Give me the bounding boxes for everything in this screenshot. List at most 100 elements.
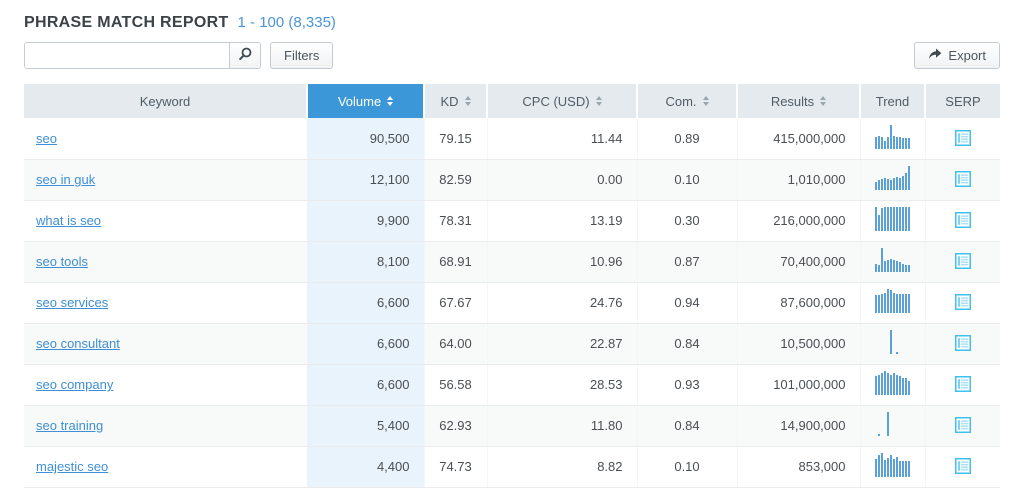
serp-cell xyxy=(924,282,1000,324)
keyword-link[interactable]: seo services xyxy=(36,295,109,310)
cpc-cell: 24.76 xyxy=(486,282,637,324)
column-header-cpc[interactable]: CPC (USD) xyxy=(486,84,637,118)
filters-button[interactable]: Filters xyxy=(270,41,334,69)
com-cell: 0.84 xyxy=(636,323,737,365)
table-row: seo services 6,600 67.67 24.76 0.94 87,600,00… xyxy=(24,282,1000,324)
results-cell: 14,900,000 xyxy=(736,405,860,447)
trend-cell xyxy=(859,405,925,447)
table-row: seo in guk 12,100 82.59 0.00 0.10 1,010,000 xyxy=(24,159,1000,201)
keyword-link[interactable]: what is seo xyxy=(36,213,102,228)
trend-sparkline xyxy=(875,248,910,272)
com-cell: 0.84 xyxy=(636,405,737,447)
export-button[interactable]: Export xyxy=(914,41,1000,69)
result-range-count: 1 - 100 (8,335) xyxy=(237,14,336,31)
serp-icon[interactable] xyxy=(953,251,973,271)
sort-arrows-icon xyxy=(702,96,709,106)
keyword-table: Keyword Volume KD CPC (USD) Com. Results Trend… xyxy=(24,84,1000,488)
serp-icon[interactable] xyxy=(953,374,973,394)
serp-icon[interactable] xyxy=(953,169,973,189)
table-row: majestic seo 4,400 74.73 8.82 0.10 853,000 xyxy=(24,446,1000,488)
cpc-cell: 28.53 xyxy=(486,364,637,406)
column-label: Volume xyxy=(337,93,382,109)
table-row: seo consultant 6,600 64.00 22.87 0.84 10,500,… xyxy=(24,323,1000,365)
cpc-cell: 22.87 xyxy=(486,323,637,365)
column-header-com[interactable]: Com. xyxy=(636,84,737,118)
trend-cell xyxy=(859,200,925,242)
table-header-row: Keyword Volume KD CPC (USD) Com. Results Trend… xyxy=(24,84,1000,118)
trend-cell xyxy=(859,364,925,406)
serp-cell xyxy=(924,118,1000,160)
keyword-cell: seo training xyxy=(24,405,307,447)
trend-sparkline xyxy=(875,330,910,354)
keyword-link[interactable]: seo consultant xyxy=(36,336,120,351)
serp-icon[interactable] xyxy=(953,292,973,312)
trend-cell xyxy=(859,159,925,201)
com-cell: 0.87 xyxy=(636,241,737,283)
serp-cell xyxy=(924,159,1000,201)
trend-cell xyxy=(859,323,925,365)
keyword-link[interactable]: seo in guk xyxy=(36,172,96,187)
results-cell: 415,000,000 xyxy=(736,118,860,160)
trend-sparkline xyxy=(875,166,910,190)
search-icon xyxy=(237,46,253,65)
volume-cell: 9,900 xyxy=(307,200,424,242)
trend-sparkline xyxy=(875,371,910,395)
cpc-cell: 13.19 xyxy=(486,200,637,242)
kd-cell: 56.58 xyxy=(423,364,487,406)
kd-cell: 79.15 xyxy=(423,118,487,160)
trend-sparkline xyxy=(875,453,910,477)
column-header-serp: SERP xyxy=(924,84,1000,118)
volume-cell: 8,100 xyxy=(307,241,424,283)
column-label: Com. xyxy=(665,93,697,109)
keyword-cell: seo services xyxy=(24,282,307,324)
serp-icon[interactable] xyxy=(953,210,973,230)
kd-cell: 74.73 xyxy=(423,446,487,488)
search-input[interactable] xyxy=(25,42,229,68)
results-cell: 70,400,000 xyxy=(736,241,860,283)
export-arrow-icon xyxy=(928,48,942,63)
keyword-link[interactable]: seo training xyxy=(36,418,104,433)
serp-cell xyxy=(924,200,1000,242)
com-cell: 0.93 xyxy=(636,364,737,406)
serp-cell xyxy=(924,323,1000,365)
table-row: what is seo 9,900 78.31 13.19 0.30 216,000,00… xyxy=(24,200,1000,242)
column-header-keyword: Keyword xyxy=(24,84,307,118)
column-header-trend: Trend xyxy=(859,84,925,118)
column-header-volume[interactable]: Volume xyxy=(306,84,424,118)
trend-cell xyxy=(859,446,925,488)
column-header-results[interactable]: Results xyxy=(736,84,860,118)
keyword-cell: majestic seo xyxy=(24,446,307,488)
keyword-link[interactable]: seo xyxy=(36,130,57,146)
volume-cell: 90,500 xyxy=(307,118,424,160)
kd-cell: 78.31 xyxy=(423,200,487,242)
search-button[interactable] xyxy=(229,42,260,68)
column-label: KD xyxy=(440,93,459,109)
volume-cell: 4,400 xyxy=(307,446,424,488)
trend-cell xyxy=(859,118,925,160)
export-button-label: Export xyxy=(948,47,986,63)
serp-icon[interactable] xyxy=(953,128,973,148)
report-header: PHRASE MATCH REPORT 1 - 100 (8,335) xyxy=(24,14,1000,32)
serp-icon[interactable] xyxy=(953,333,973,353)
serp-icon[interactable] xyxy=(953,456,973,476)
cpc-cell: 10.96 xyxy=(486,241,637,283)
com-cell: 0.10 xyxy=(636,159,737,201)
serp-icon[interactable] xyxy=(953,415,973,435)
results-cell: 87,600,000 xyxy=(736,282,860,324)
kd-cell: 64.00 xyxy=(423,323,487,365)
table-row: seo company 6,600 56.58 28.53 0.93 101,000,00… xyxy=(24,364,1000,406)
keyword-link[interactable]: seo tools xyxy=(36,254,89,269)
column-label: SERP xyxy=(945,93,981,109)
trend-cell xyxy=(859,241,925,283)
cpc-cell: 11.44 xyxy=(486,118,637,160)
keyword-link[interactable]: seo company xyxy=(36,377,114,392)
cpc-cell: 11.80 xyxy=(486,405,637,447)
keyword-link[interactable]: majestic seo xyxy=(36,459,109,474)
kd-cell: 68.91 xyxy=(423,241,487,283)
results-cell: 10,500,000 xyxy=(736,323,860,365)
com-cell: 0.94 xyxy=(636,282,737,324)
volume-cell: 6,600 xyxy=(307,282,424,324)
column-label: Results xyxy=(770,93,815,109)
column-header-kd[interactable]: KD xyxy=(423,84,487,118)
sort-arrows-icon xyxy=(464,96,471,106)
